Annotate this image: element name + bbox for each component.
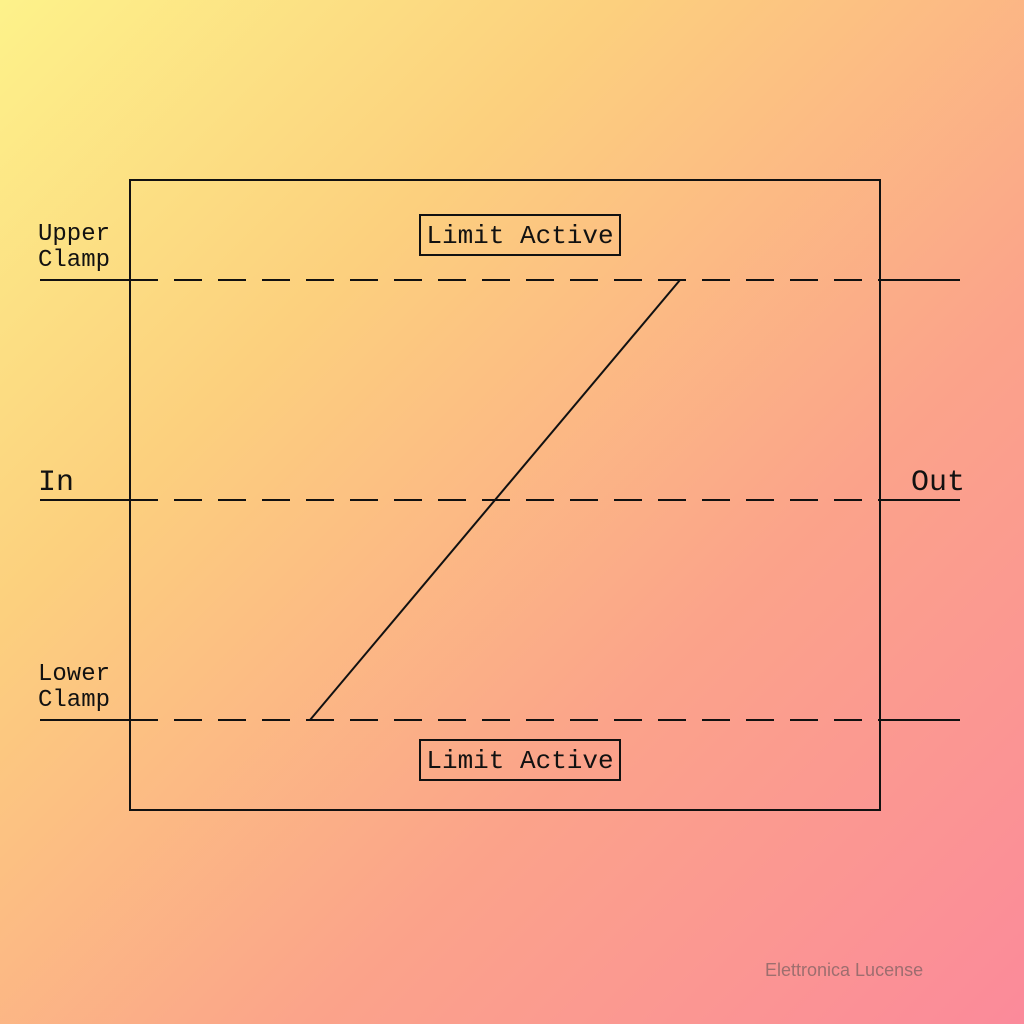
clamp-diagram: Limit Active Limit Active Upper Clamp In… — [0, 0, 1024, 1024]
upper-clamp-label-1: Upper — [38, 221, 110, 248]
out-label: Out — [911, 466, 965, 500]
lower-limit-badge-text: Limit Active — [426, 746, 613, 776]
upper-limit-badge-text: Limit Active — [426, 221, 613, 251]
in-label: In — [38, 466, 74, 500]
outer-box — [130, 180, 880, 810]
lower-clamp-label-1: Lower — [38, 661, 110, 688]
watermark-text: Elettronica Lucense — [765, 960, 923, 981]
lower-clamp-label-2: Clamp — [38, 687, 110, 714]
upper-clamp-label-2: Clamp — [38, 247, 110, 274]
